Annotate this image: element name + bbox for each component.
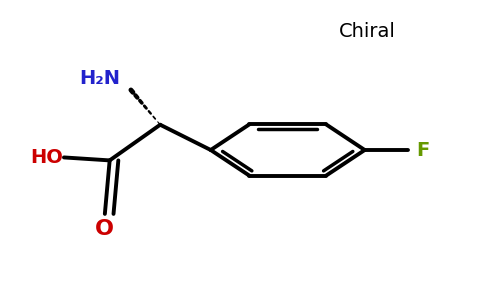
Text: H₂N: H₂N — [79, 69, 121, 88]
Text: O: O — [95, 219, 114, 239]
Text: F: F — [416, 140, 429, 160]
Text: Chiral: Chiral — [339, 22, 395, 40]
Text: HO: HO — [30, 148, 63, 167]
